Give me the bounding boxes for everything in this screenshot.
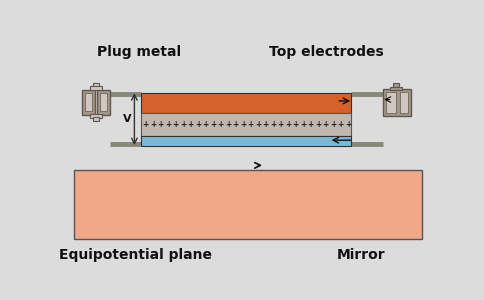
Text: +: + xyxy=(217,120,224,129)
Text: +: + xyxy=(270,120,276,129)
Bar xyxy=(393,83,399,87)
Text: +: + xyxy=(337,120,344,129)
Bar xyxy=(93,83,99,87)
Bar xyxy=(400,92,408,113)
Text: +: + xyxy=(210,120,216,129)
Bar xyxy=(93,117,99,121)
Text: +: + xyxy=(195,120,201,129)
Text: +: + xyxy=(315,120,321,129)
Text: +: + xyxy=(232,120,239,129)
Bar xyxy=(141,93,351,113)
Bar xyxy=(383,89,411,116)
Text: +: + xyxy=(187,120,194,129)
Bar xyxy=(82,90,95,115)
Text: +: + xyxy=(285,120,291,129)
Bar xyxy=(85,93,92,111)
Text: Mirror: Mirror xyxy=(336,248,385,262)
Text: +: + xyxy=(240,120,246,129)
Text: +: + xyxy=(262,120,269,129)
Text: +: + xyxy=(165,120,171,129)
Text: +: + xyxy=(300,120,306,129)
Text: Plug metal: Plug metal xyxy=(97,45,182,59)
Text: +: + xyxy=(202,120,209,129)
Bar xyxy=(386,92,396,113)
Bar xyxy=(74,170,423,239)
Text: +: + xyxy=(307,120,314,129)
Text: +: + xyxy=(322,120,329,129)
Bar xyxy=(141,113,351,136)
Text: +: + xyxy=(150,120,156,129)
Bar xyxy=(90,114,102,118)
Text: +: + xyxy=(172,120,179,129)
Bar xyxy=(90,86,102,90)
Bar xyxy=(390,87,402,90)
Text: +: + xyxy=(345,120,351,129)
Bar xyxy=(141,136,351,146)
Bar xyxy=(100,93,107,111)
Bar xyxy=(97,90,110,115)
Text: +: + xyxy=(180,120,186,129)
Text: +: + xyxy=(292,120,299,129)
Text: Top electrodes: Top electrodes xyxy=(270,45,384,59)
Text: V: V xyxy=(123,114,132,124)
Text: +: + xyxy=(330,120,336,129)
Text: +: + xyxy=(142,120,149,129)
Text: +: + xyxy=(277,120,284,129)
Text: +: + xyxy=(225,120,231,129)
Text: Equipotential plane: Equipotential plane xyxy=(59,248,212,262)
Text: +: + xyxy=(247,120,254,129)
Text: +: + xyxy=(255,120,261,129)
Text: +: + xyxy=(157,120,164,129)
